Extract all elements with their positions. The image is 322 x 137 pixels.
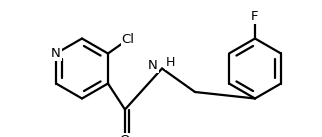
Text: N: N xyxy=(51,47,61,60)
Text: Cl: Cl xyxy=(121,33,135,46)
Text: N: N xyxy=(148,59,158,72)
Text: H: H xyxy=(166,56,175,69)
Text: O: O xyxy=(120,134,130,137)
Text: F: F xyxy=(251,10,259,23)
